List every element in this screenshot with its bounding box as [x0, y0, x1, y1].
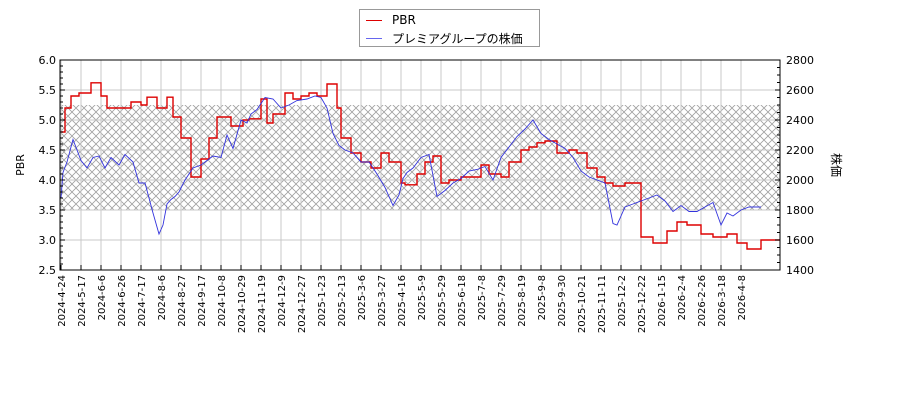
x-tick-label: 2025-5-9	[417, 275, 428, 320]
x-tick-label: 2026-2-26	[697, 275, 708, 327]
legend-label-pbr: PBR	[392, 13, 416, 27]
x-tick-label: 2025-7-8	[477, 275, 488, 320]
chart-legend: PBR プレミアグループの株価	[359, 9, 540, 47]
x-tick-label: 2025-1-23	[317, 275, 328, 327]
x-tick-label: 2025-3-6	[357, 275, 368, 320]
hatched-range-band	[60, 105, 780, 210]
x-tick-label: 2024-6-6	[97, 275, 108, 320]
legend-swatch-pbr	[366, 19, 382, 21]
x-tick-label: 2025-11-11	[597, 275, 608, 333]
right-y-axis: 2800 2600 2400 2200 2000 1800 1600 1400	[775, 54, 814, 277]
left-tick-label: 3.0	[39, 234, 57, 247]
left-tick-label: 3.5	[39, 204, 57, 217]
x-tick-label: 2024-9-17	[197, 275, 208, 327]
right-tick-label: 1600	[786, 234, 814, 247]
x-tick-label: 2024-11-19	[257, 275, 268, 333]
left-tick-label: 6.0	[39, 54, 57, 67]
stock-price-line	[60, 95, 761, 236]
x-tick-label: 2024-8-6	[157, 275, 168, 320]
x-tick-label: 2026-2-4	[677, 275, 688, 320]
right-tick-label: 2400	[786, 114, 814, 127]
legend-item-pbr: PBR	[366, 12, 416, 28]
x-tick-label: 2024-5-17	[77, 275, 88, 327]
right-axis-title: 株価	[829, 153, 844, 177]
x-tick-label: 2025-12-2	[617, 275, 628, 327]
pbr-line	[61, 82, 780, 250]
x-tick-label: 2026-3-18	[717, 275, 728, 327]
series-lines	[60, 82, 780, 250]
x-tick-label: 2025-4-16	[397, 275, 408, 327]
left-tick-label: 2.5	[39, 264, 57, 277]
left-axis-title: PBR	[14, 154, 27, 176]
x-tick-label: 2025-6-18	[457, 275, 468, 327]
x-tick-label: 2025-12-22	[637, 275, 648, 333]
left-tick-label: 4.5	[39, 144, 57, 157]
left-tick-label: 5.5	[39, 84, 57, 97]
x-tick-label: 2024-4-24	[57, 275, 68, 327]
x-tick-label: 2025-10-21	[577, 275, 588, 333]
legend-swatch-stock-price	[366, 37, 382, 39]
x-tick-label: 2025-5-29	[437, 275, 448, 327]
right-tick-label: 2200	[786, 144, 814, 157]
x-tick-label: 2024-12-9	[277, 275, 288, 327]
left-y-axis: 6.0 5.5 5.0 4.5 4.0 3.5 3.0 2.5	[39, 54, 65, 277]
x-tick-label: 2024-10-29	[237, 275, 248, 333]
x-tick-label: 2025-8-19	[517, 275, 528, 327]
left-tick-label: 5.0	[39, 114, 57, 127]
x-tick-label: 2025-2-13	[337, 275, 348, 327]
x-tick-label: 2026-4-8	[737, 275, 748, 320]
x-tick-label: 2025-9-8	[537, 275, 548, 320]
right-tick-label: 1800	[786, 204, 814, 217]
x-tick-label: 2024-7-17	[137, 275, 148, 327]
x-tick-label: 2024-12-27	[297, 275, 308, 333]
right-tick-label: 2800	[786, 54, 814, 67]
right-tick-label: 2000	[786, 174, 814, 187]
x-tick-label: 2026-1-15	[657, 275, 668, 327]
legend-item-stock-price: プレミアグループの株価	[366, 30, 523, 46]
x-tick-label: 2024-6-26	[117, 275, 128, 327]
x-tick-label: 2025-7-29	[497, 275, 508, 327]
x-tick-label: 2024-10-8	[217, 275, 228, 327]
left-tick-label: 4.0	[39, 174, 57, 187]
x-tick-label: 2025-3-27	[377, 275, 388, 327]
right-tick-label: 2600	[786, 84, 814, 97]
x-axis: 2024-4-24 2024-5-17 2024-6-6 2024-6-26 2024-…	[57, 265, 748, 333]
right-tick-label: 1400	[786, 264, 814, 277]
x-tick-label: 2024-8-27	[177, 275, 188, 327]
x-tick-label: 2025-9-30	[557, 275, 568, 327]
legend-label-stock-price: プレミアグループの株価	[392, 31, 523, 46]
